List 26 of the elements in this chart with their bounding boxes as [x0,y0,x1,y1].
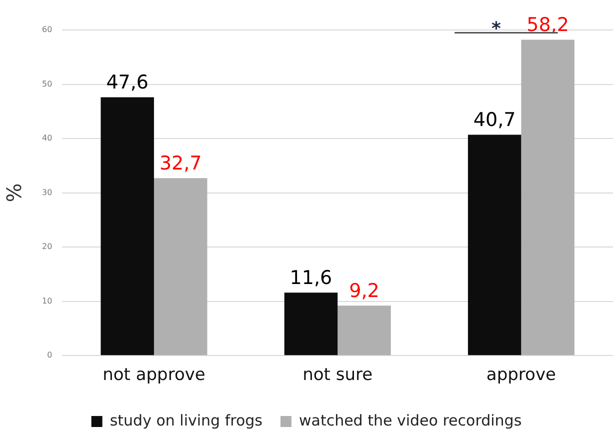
y-tick-label: 30 [42,188,52,197]
y-tick-label: 0 [47,350,52,360]
bar [468,134,522,356]
x-tick-label: approve [486,365,556,386]
y-tick-label: 20 [42,242,52,252]
data-label: 11,6 [290,267,332,290]
bar [100,97,154,356]
bar [284,292,338,356]
y-tick-label: 50 [42,79,52,88]
data-label: 9,2 [349,280,380,302]
y-tick-label: 60 [42,25,52,34]
legend-label: study on living frogs [110,411,263,430]
annotation: * [491,18,502,40]
data-label: 32,7 [159,152,202,175]
y-tick-label: 10 [42,296,52,306]
bar [521,40,574,356]
x-tick-label: not approve [102,365,206,386]
data-label: 40,7 [473,109,516,132]
data-label: 58,2 [526,14,569,36]
x-tick-label: not sure [302,365,373,386]
y-axis-title: % [2,183,26,202]
bar [154,178,208,356]
y-tick-label: 40 [42,134,52,143]
legend-label: watched the video recordings [298,411,522,430]
data-label: 47,6 [106,72,149,94]
bar [338,306,391,356]
